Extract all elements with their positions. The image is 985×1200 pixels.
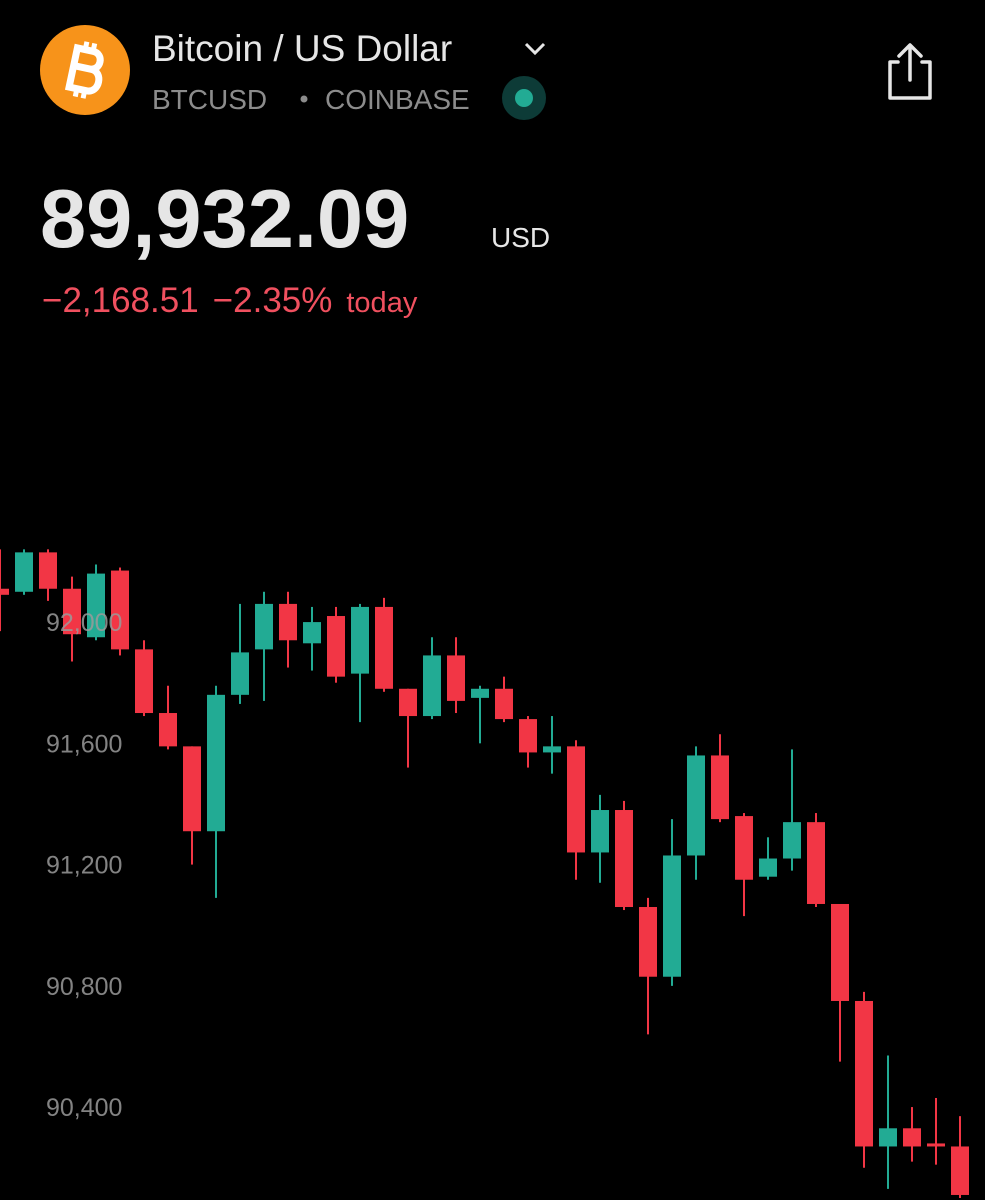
candle-body xyxy=(663,855,681,977)
candle-body xyxy=(687,755,705,856)
candle-body xyxy=(87,573,105,638)
candle-body xyxy=(447,655,465,701)
candle-body xyxy=(927,1143,945,1147)
candle-body xyxy=(183,746,201,832)
status-dot xyxy=(515,89,533,107)
change-percent: −2.35% xyxy=(213,281,333,320)
candle-body xyxy=(711,755,729,820)
candle-body xyxy=(903,1128,921,1147)
share-box xyxy=(888,60,932,100)
y-tick-label: 91,200 xyxy=(46,852,122,880)
candle-body xyxy=(567,746,585,853)
currency: USD xyxy=(491,222,550,253)
candle-body xyxy=(879,1128,897,1147)
candle-body xyxy=(471,688,489,698)
candle-body xyxy=(15,552,33,592)
logo-bar xyxy=(90,42,98,52)
candle-body xyxy=(207,694,225,832)
candle-body xyxy=(783,822,801,859)
period: today xyxy=(346,287,417,319)
candle-body xyxy=(639,907,657,977)
candle-body xyxy=(39,552,57,589)
candle-body xyxy=(423,655,441,717)
logo-bar xyxy=(80,89,88,99)
candle-body xyxy=(519,719,537,753)
candle-body xyxy=(591,810,609,853)
chevron[interactable] xyxy=(524,42,546,56)
candle-body xyxy=(0,588,9,595)
candle-body xyxy=(375,606,393,689)
candle-body xyxy=(615,810,633,908)
candle-body xyxy=(255,603,273,650)
logo-glyph xyxy=(64,41,104,99)
candle-body xyxy=(543,746,561,753)
candle-body xyxy=(231,652,249,695)
candle-body xyxy=(135,649,153,714)
candle-body xyxy=(279,603,297,641)
share-arrow xyxy=(897,43,923,82)
candle-body xyxy=(351,606,369,674)
ticker: BTCUSD xyxy=(152,84,267,115)
candle-body xyxy=(327,616,345,677)
price: 89,932.09 xyxy=(40,172,409,265)
logo-bar xyxy=(82,41,90,51)
y-tick-label: 91,600 xyxy=(46,730,122,758)
candle-body xyxy=(303,622,321,644)
share-button[interactable] xyxy=(888,43,932,100)
exchange: COINBASE xyxy=(325,84,470,115)
logo-bar xyxy=(72,88,80,98)
coin-logo xyxy=(40,25,130,115)
y-tick-label: 90,400 xyxy=(46,1094,122,1122)
candle-body xyxy=(951,1146,969,1195)
candle-body xyxy=(111,570,129,650)
candle-body xyxy=(807,822,825,904)
candle-body xyxy=(399,688,417,717)
change-line: −2,168.51 −2.35% today xyxy=(42,281,418,320)
y-tick-label: 92,000 xyxy=(46,609,122,637)
candle-body xyxy=(855,1000,873,1147)
candle-body xyxy=(735,816,753,880)
y-tick-label: 90,800 xyxy=(46,973,122,1001)
candle-body xyxy=(831,903,849,1001)
candlestick-chart: 90,400 90,800 91,200 91,600 92,000 xyxy=(0,549,969,1198)
logo-b xyxy=(64,43,104,95)
candle-body xyxy=(759,858,777,877)
change: −2,168.51 xyxy=(42,281,199,320)
candle-body xyxy=(159,713,177,747)
candle-body xyxy=(495,688,513,720)
symbol-name[interactable]: Bitcoin / US Dollar xyxy=(152,28,452,69)
candle-body xyxy=(63,588,81,635)
separator-dot xyxy=(300,95,308,103)
